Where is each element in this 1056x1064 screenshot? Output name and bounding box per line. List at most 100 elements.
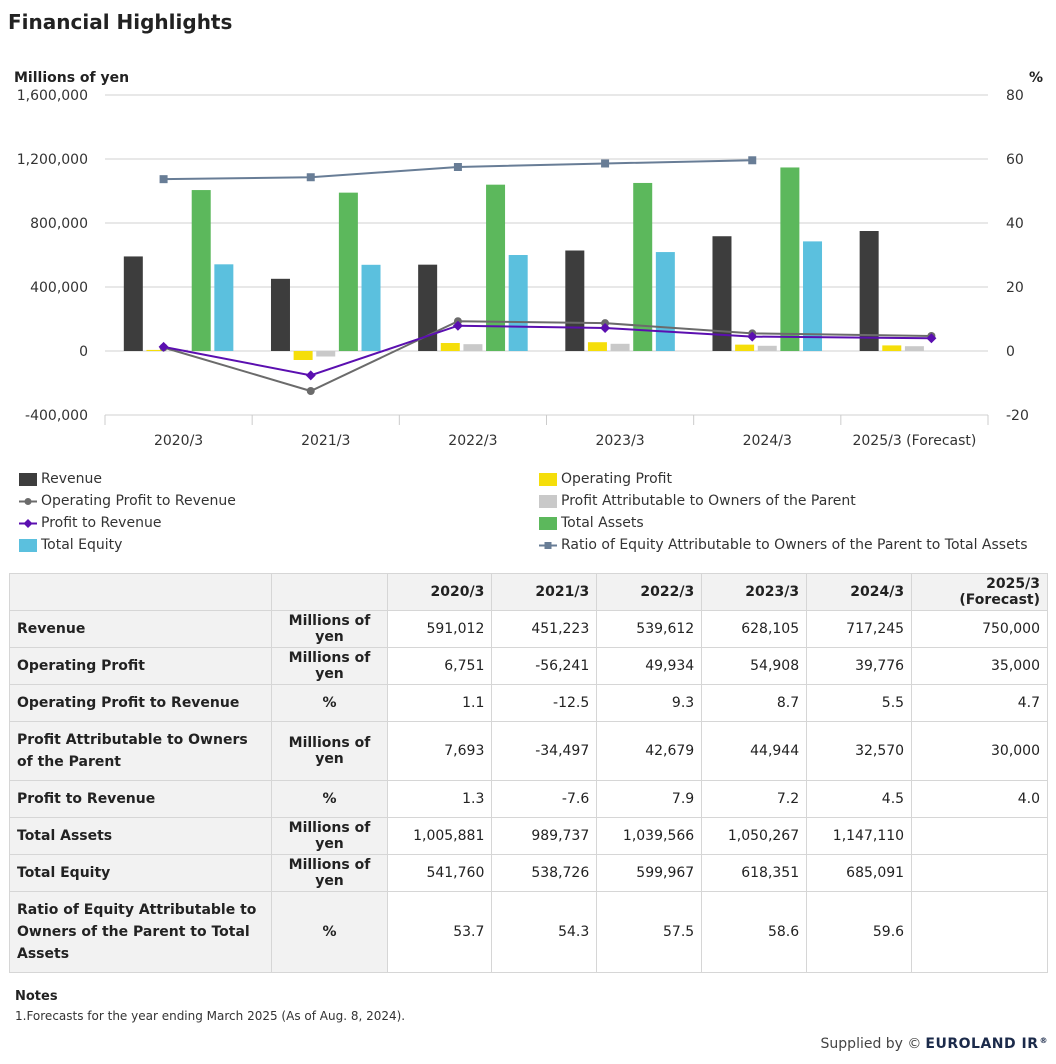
table-cell: 42,679: [596, 721, 703, 781]
y-right-tick-label: 0: [1006, 344, 1015, 360]
y-left-tick-label: 1,200,000: [17, 152, 88, 168]
row-unit: %: [270, 684, 389, 722]
table-cell: [911, 854, 1048, 892]
table-cell: 4.5: [806, 780, 913, 818]
row-label: Operating Profit to Revenue: [9, 684, 272, 722]
legend-item-operating-profit-to-revenue[interactable]: Operating Profit to Revenue: [19, 491, 236, 511]
bar-profit-attributable-to-owners-of-the-parent: [316, 351, 336, 357]
y-right-tick-label: 60: [1006, 152, 1024, 168]
table-cell: [911, 891, 1048, 973]
row-label: Profit Attributable to Owners of the Par…: [9, 721, 272, 781]
y-right-axis-title: %: [1029, 70, 1043, 86]
table-row: Operating Profit to Revenue% 1.1 -12.5 9.3 8…: [9, 684, 1048, 722]
table-cell: 9.3: [596, 684, 703, 722]
legend-item-total-assets[interactable]: Total Assets: [539, 513, 644, 533]
x-tick-label: 2021/3: [301, 433, 350, 449]
row-unit: %: [270, 891, 389, 973]
y-right-tick-label: -20: [1006, 408, 1029, 424]
bar-total-assets: [191, 190, 211, 351]
legend-item-ratio-of-equity-attributable-to-owners-of-the-parent-to-total-assets[interactable]: Ratio of Equity Attributable to Owners o…: [539, 535, 1028, 555]
legend-label: Profit to Revenue: [41, 515, 162, 531]
row-unit: %: [270, 780, 389, 818]
legend-item-operating-profit[interactable]: Operating Profit: [539, 469, 672, 489]
financial-chart: -400,000 0 400,000 800,000 1,200,000 1,600,00…: [14, 70, 1043, 449]
bar-total-assets: [486, 184, 506, 351]
notes-title: Notes: [15, 989, 58, 1004]
table-cell: 1.1: [387, 684, 493, 722]
table-row: Revenue Millions of yen 591,012 451,223 539,…: [9, 610, 1048, 648]
legend-label: Operating Profit to Revenue: [41, 493, 236, 509]
table-cell: 1,147,110: [806, 817, 913, 855]
table-cell: 58.6: [701, 891, 808, 973]
x-tick-label: 2022/3: [448, 433, 497, 449]
table-header-year: 2025/3 (Forecast): [911, 573, 1048, 611]
row-unit: Millions of yen: [270, 817, 389, 855]
table-cell: -34,497: [491, 721, 598, 781]
y-left-tick-label: 0: [79, 344, 88, 360]
euroland-logo[interactable]: EUROLAND IR®: [925, 1036, 1048, 1052]
table-header-blank: [9, 573, 272, 611]
table-header-year: 2020/3: [387, 573, 493, 611]
bar-revenue: [123, 256, 143, 351]
row-unit: Millions of yen: [270, 610, 389, 648]
legend-item-profit-to-revenue[interactable]: Profit to Revenue: [19, 513, 161, 533]
table-cell: 4.7: [911, 684, 1048, 722]
table-cell: 618,351: [701, 854, 808, 892]
table-cell: 7.2: [701, 780, 808, 818]
row-label: Total Equity: [9, 854, 272, 892]
row-label: Operating Profit: [9, 647, 272, 685]
table-header-year: 2021/3: [491, 573, 598, 611]
table-cell: 451,223: [491, 610, 598, 648]
bar-total-equity: [214, 264, 234, 351]
y-left-tick-label: 800,000: [30, 216, 88, 232]
y-right-tick-label: 20: [1006, 280, 1024, 296]
chart-legend: Revenue Operating Profit Operating Profit …: [0, 466, 1056, 556]
marker-profit-to-revenue: [600, 322, 611, 333]
row-unit: Millions of yen: [270, 854, 389, 892]
legend-item-total-equity[interactable]: Total Equity: [19, 535, 122, 555]
table-cell: -56,241: [491, 647, 598, 685]
table-cell: 1,039,566: [596, 817, 703, 855]
y-left-tick-label: 1,600,000: [17, 88, 88, 104]
bar-operating-profit: [440, 343, 460, 351]
legend-label: Revenue: [41, 471, 102, 487]
row-unit: Millions of yen: [270, 647, 389, 685]
bar-profit-attributable-to-owners-of-the-parent: [757, 345, 777, 351]
bar-profit-attributable-to-owners-of-the-parent: [610, 343, 630, 351]
legend-item-revenue[interactable]: Revenue: [19, 469, 102, 489]
legend-item-profit-attributable-to-owners-of-the-parent[interactable]: Profit Attributable to Owners of the Par…: [539, 491, 856, 511]
bar-profit-attributable-to-owners-of-the-parent: [904, 346, 924, 351]
legend-swatch: [19, 538, 37, 552]
bar-total-assets: [338, 192, 358, 351]
bar-revenue: [418, 264, 438, 351]
table-cell: 685,091: [806, 854, 913, 892]
table-header-blank: [270, 573, 389, 611]
legend-swatch: [539, 494, 557, 508]
row-label: Ratio of Equity Attributable to Owners o…: [9, 891, 272, 973]
legend-line-marker: [19, 518, 37, 528]
legend-line-marker: [539, 541, 557, 549]
table-row: Profit to Revenue% 1.3 -7.6 7.9 7.2 4.5 4.0: [9, 780, 1048, 818]
x-tick-label: 2024/3: [743, 433, 792, 449]
bar-operating-profit: [882, 345, 902, 351]
row-label: Revenue: [9, 610, 272, 648]
legend-swatch: [539, 472, 557, 486]
table-cell: 989,737: [491, 817, 598, 855]
row-unit: Millions of yen: [270, 721, 389, 781]
legend-line-marker: [19, 497, 37, 505]
table-cell: 59.6: [806, 891, 913, 973]
financial-table: 2020/3 2021/3 2022/3 2023/3 2024/3 2025/3 (Fo…: [9, 573, 1048, 973]
marker-profit-to-revenue: [926, 333, 937, 344]
bar-profit-attributable-to-owners-of-the-parent: [463, 344, 483, 351]
table-cell: -12.5: [491, 684, 598, 722]
row-label: Profit to Revenue: [9, 780, 272, 818]
table-cell: 4.0: [911, 780, 1048, 818]
table-cell: 538,726: [491, 854, 598, 892]
x-tick-label: 2020/3: [154, 433, 203, 449]
table-cell: 7.9: [596, 780, 703, 818]
supplied-by-text: Supplied by ©: [820, 1036, 922, 1052]
table-cell: 599,967: [596, 854, 703, 892]
table-cell: 54,908: [701, 647, 808, 685]
table-cell: 54.3: [491, 891, 598, 973]
table-cell: 49,934: [596, 647, 703, 685]
